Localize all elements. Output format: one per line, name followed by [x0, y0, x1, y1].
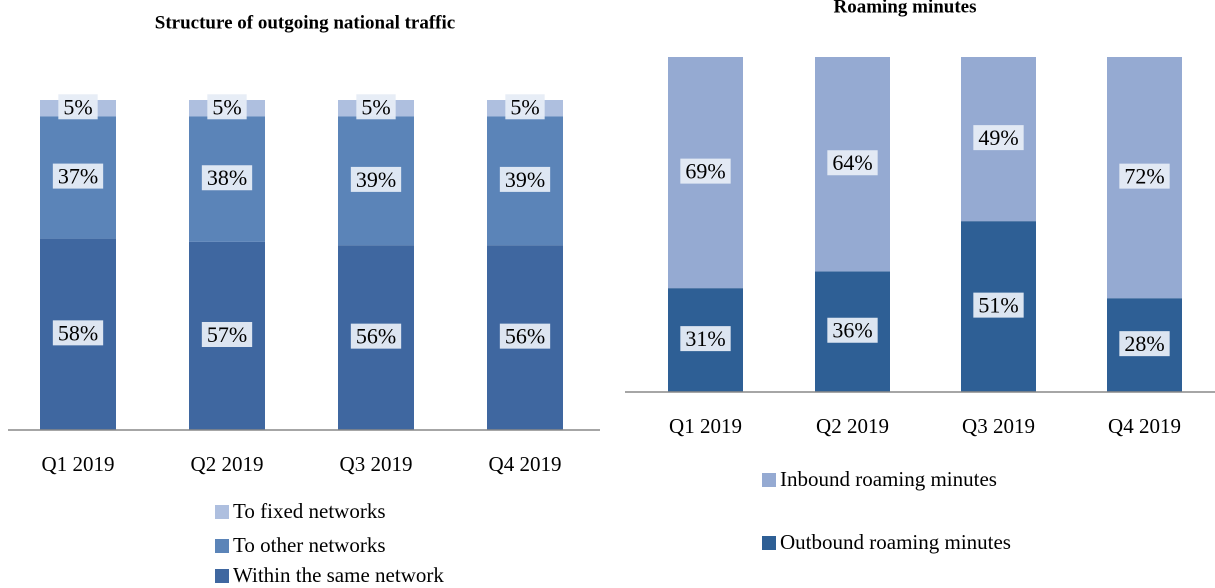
data-label: 56%: [356, 324, 396, 349]
data-label-box: [1119, 331, 1170, 357]
data-label-box: [58, 94, 98, 120]
data-label: 28%: [1124, 331, 1164, 356]
data-label-box: [201, 165, 253, 191]
data-label-box: [680, 326, 731, 352]
data-label: 49%: [978, 125, 1018, 150]
x-tick-label: Q1 2019: [42, 452, 115, 476]
data-label: 37%: [58, 164, 98, 189]
data-label: 39%: [505, 167, 545, 192]
data-label: 72%: [1124, 164, 1164, 189]
legend-label: Within the same network: [233, 563, 444, 587]
data-label: 69%: [685, 159, 725, 184]
data-label: 5%: [212, 94, 241, 119]
data-label-box: [350, 323, 402, 349]
data-label-box: [827, 317, 878, 343]
data-label-box: [356, 94, 396, 120]
x-tick-label: Q3 2019: [962, 414, 1035, 438]
data-label-box: [827, 150, 878, 176]
data-label-box: [499, 323, 551, 349]
data-label-box: [201, 321, 253, 347]
legend-label: To fixed networks: [233, 499, 386, 523]
chart-title: Structure of outgoing national traffic: [155, 12, 455, 33]
data-label-box: [499, 166, 551, 192]
x-tick-label: Q2 2019: [816, 414, 889, 438]
data-label-box: [1119, 163, 1170, 189]
legend-swatch: [215, 505, 229, 519]
x-tick-label: Q4 2019: [1108, 414, 1181, 438]
legend-label: Outbound roaming minutes: [780, 530, 1011, 554]
data-label: 51%: [978, 293, 1018, 318]
x-tick-label: Q4 2019: [489, 452, 562, 476]
data-label: 5%: [510, 94, 539, 119]
data-label-box: [52, 163, 104, 189]
data-label: 39%: [356, 167, 396, 192]
x-tick-label: Q3 2019: [340, 452, 413, 476]
legend-swatch: [762, 536, 776, 550]
data-label: 38%: [207, 165, 247, 190]
data-label: 5%: [63, 94, 92, 119]
legend-swatch: [762, 473, 776, 487]
data-label-box: [973, 292, 1024, 318]
x-tick-label: Q1 2019: [669, 414, 742, 438]
data-label-box: [52, 320, 104, 346]
data-label: 31%: [685, 326, 725, 351]
data-label: 56%: [505, 324, 545, 349]
data-label-box: [505, 94, 545, 120]
data-label: 57%: [207, 322, 247, 347]
data-label-box: [680, 158, 731, 184]
data-label: 64%: [832, 150, 872, 175]
legend-label: Inbound roaming minutes: [780, 467, 997, 491]
data-label: 58%: [58, 320, 98, 345]
data-label: 36%: [832, 318, 872, 343]
chart-title: Roaming minutes: [833, 0, 976, 17]
legend-swatch: [215, 539, 229, 553]
legend-label: To other networks: [233, 533, 386, 557]
data-label-box: [207, 94, 247, 120]
legend-swatch: [215, 569, 229, 583]
x-tick-label: Q2 2019: [191, 452, 264, 476]
data-label-box: [350, 166, 402, 192]
data-label-box: [973, 125, 1024, 151]
data-label: 5%: [361, 94, 390, 119]
